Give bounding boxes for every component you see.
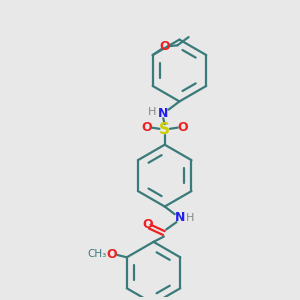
Text: O: O — [142, 218, 153, 231]
Text: H: H — [148, 107, 156, 117]
Text: O: O — [178, 121, 188, 134]
Text: N: N — [158, 107, 168, 120]
Text: O: O — [141, 121, 152, 134]
Text: H: H — [186, 213, 194, 223]
Text: O: O — [160, 40, 170, 53]
Text: S: S — [159, 122, 170, 137]
Text: O: O — [107, 248, 117, 261]
Text: N: N — [175, 211, 185, 224]
Text: CH₃: CH₃ — [87, 249, 106, 260]
